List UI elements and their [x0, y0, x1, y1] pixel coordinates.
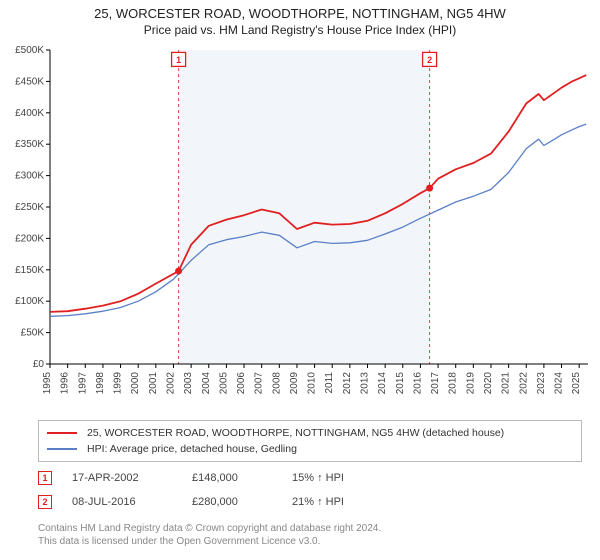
- legend-box: 25, WORCESTER ROAD, WOODTHORPE, NOTTINGH…: [38, 420, 582, 462]
- svg-text:1996: 1996: [60, 372, 71, 395]
- legend-label-property: 25, WORCESTER ROAD, WOODTHORPE, NOTTINGH…: [87, 427, 504, 439]
- svg-text:2007: 2007: [254, 372, 265, 395]
- svg-text:2006: 2006: [236, 372, 247, 395]
- chart-svg: £0 £50K £100K £150K £200K £250K £300K £350K £400…: [0, 42, 600, 412]
- svg-text:£400K: £400K: [15, 108, 44, 119]
- svg-text:£100K: £100K: [15, 296, 44, 307]
- legend-label-hpi: HPI: Average price, detached house, Gedl…: [87, 443, 297, 455]
- svg-text:2023: 2023: [536, 372, 547, 395]
- sale-row-2: 2 08-JUL-2016 £280,000 21% ↑ HPI: [38, 492, 582, 512]
- svg-text:2019: 2019: [465, 372, 476, 395]
- legend-swatch-hpi: [47, 448, 77, 450]
- svg-text:2005: 2005: [218, 372, 229, 395]
- svg-text:£250K: £250K: [15, 202, 44, 213]
- svg-text:2009: 2009: [289, 372, 300, 395]
- svg-text:2003: 2003: [183, 372, 194, 395]
- svg-text:£300K: £300K: [15, 171, 44, 182]
- legend-row-hpi: HPI: Average price, detached house, Gedl…: [47, 441, 573, 457]
- svg-text:2000: 2000: [130, 372, 141, 395]
- svg-text:£0: £0: [33, 359, 45, 370]
- svg-text:£50K: £50K: [21, 328, 45, 339]
- title-line-2: Price paid vs. HM Land Registry's House …: [0, 23, 600, 39]
- svg-text:£350K: £350K: [15, 139, 44, 150]
- svg-text:2014: 2014: [377, 372, 388, 395]
- svg-text:1998: 1998: [95, 372, 106, 395]
- footer-note: Contains HM Land Registry data © Crown c…: [38, 522, 582, 548]
- sales-block: 1 17-APR-2002 £148,000 15% ↑ HPI 2 08-JU…: [38, 468, 582, 516]
- svg-text:2020: 2020: [483, 372, 494, 395]
- svg-text:1997: 1997: [77, 372, 88, 395]
- sale-price-2: £280,000: [192, 496, 272, 508]
- footer-line-2: This data is licensed under the Open Gov…: [38, 535, 582, 548]
- sale-date-2: 08-JUL-2016: [72, 496, 172, 508]
- sale-marker-2: 2: [38, 495, 52, 509]
- footer-line-1: Contains HM Land Registry data © Crown c…: [38, 522, 582, 535]
- sale-hpi-2: 21% ↑ HPI: [292, 496, 392, 508]
- svg-text:2002: 2002: [165, 372, 176, 395]
- sale-hpi-1: 15% ↑ HPI: [292, 472, 392, 484]
- svg-text:£200K: £200K: [15, 233, 44, 244]
- sale-date-1: 17-APR-2002: [72, 472, 172, 484]
- svg-text:2017: 2017: [430, 372, 441, 395]
- svg-text:2025: 2025: [571, 372, 582, 395]
- svg-text:2013: 2013: [360, 372, 371, 395]
- svg-text:2012: 2012: [342, 372, 353, 395]
- svg-text:2004: 2004: [201, 372, 212, 395]
- svg-text:2024: 2024: [554, 372, 565, 395]
- chart-container: 25, WORCESTER ROAD, WOODTHORPE, NOTTINGH…: [0, 0, 600, 560]
- svg-text:2008: 2008: [271, 372, 282, 395]
- svg-text:2001: 2001: [148, 372, 159, 395]
- svg-text:£150K: £150K: [15, 265, 44, 276]
- legend-swatch-property: [47, 432, 77, 434]
- svg-text:2021: 2021: [501, 372, 512, 395]
- svg-text:2022: 2022: [518, 372, 529, 395]
- svg-text:1995: 1995: [42, 372, 53, 395]
- svg-text:2018: 2018: [448, 372, 459, 395]
- svg-text:2015: 2015: [395, 372, 406, 395]
- svg-text:2010: 2010: [307, 372, 318, 395]
- sale-row-1: 1 17-APR-2002 £148,000 15% ↑ HPI: [38, 468, 582, 488]
- svg-text:1: 1: [176, 55, 181, 65]
- svg-text:1999: 1999: [113, 372, 124, 395]
- svg-text:2011: 2011: [324, 372, 335, 394]
- chart-area: £0 £50K £100K £150K £200K £250K £300K £350K £400…: [0, 42, 600, 412]
- svg-text:2016: 2016: [412, 372, 423, 395]
- sale-price-1: £148,000: [192, 472, 272, 484]
- sale-marker-1: 1: [38, 471, 52, 485]
- svg-text:£450K: £450K: [15, 76, 44, 87]
- title-line-1: 25, WORCESTER ROAD, WOODTHORPE, NOTTINGH…: [0, 6, 600, 23]
- svg-text:2: 2: [427, 55, 432, 65]
- title-block: 25, WORCESTER ROAD, WOODTHORPE, NOTTINGH…: [0, 0, 600, 38]
- legend-row-property: 25, WORCESTER ROAD, WOODTHORPE, NOTTINGH…: [47, 425, 573, 441]
- svg-text:£500K: £500K: [15, 45, 44, 56]
